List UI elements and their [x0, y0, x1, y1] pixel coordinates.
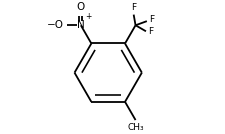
Text: N: N: [77, 20, 84, 30]
Text: +: +: [85, 12, 91, 21]
Text: F: F: [147, 27, 153, 36]
Text: O: O: [76, 2, 85, 12]
Text: CH₃: CH₃: [127, 123, 143, 132]
Text: F: F: [130, 3, 136, 12]
Text: F: F: [148, 15, 153, 24]
Text: −O: −O: [46, 20, 63, 30]
